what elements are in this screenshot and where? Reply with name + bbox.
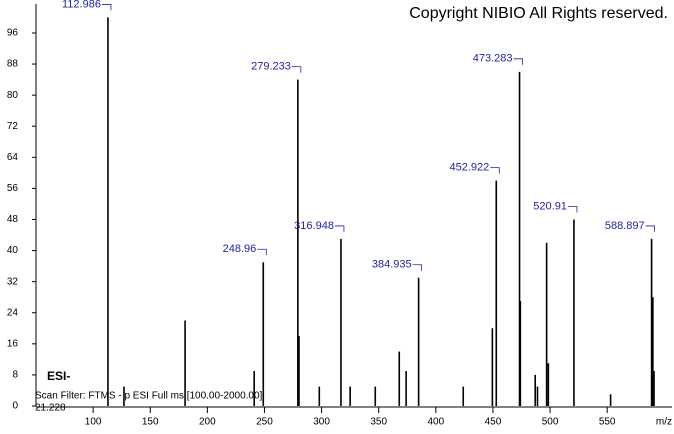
x-tick-label: 350 [370,417,387,428]
peak-label: 473.283 [473,53,513,65]
x-tick-label: 450 [485,417,502,428]
peak-label: 384.935 [372,259,412,271]
peak-label-bracket [513,58,523,65]
x-axis-label: m/z [656,417,672,428]
peak-label-bracket [257,248,267,256]
y-tick-label: 56 [7,183,19,194]
x-tick-label: 400 [427,417,444,428]
y-tick-label: 96 [7,28,19,39]
y-tick-label: 88 [7,59,19,70]
y-tick-label: 0 [12,401,18,412]
peak-label-bracket [334,225,345,232]
y-tick-label: 48 [7,214,19,225]
peak-label: 248.96 [223,243,257,255]
x-tick-label: 250 [256,417,273,428]
x-tick-label: 550 [599,417,616,428]
peak-label: 588.897 [605,220,645,232]
y-tick-label: 16 [7,338,19,349]
peak-label: 316.948 [294,220,334,232]
y-tick-label: 64 [7,152,19,163]
scan-filter: Scan Filter: FTMS - p ESI Full ms [100.0… [35,391,263,402]
peak-label-bracket [490,167,500,174]
y-tick-label: 72 [7,121,19,132]
y-tick-label: 40 [7,245,19,256]
x-tick-label: 200 [199,417,216,428]
peak-label: 112.986 [62,0,101,10]
y-tick-label: 8 [12,370,18,381]
peak-label: 520.91 [533,200,567,212]
chart-title: Copyright NIBIO All Rights reserved. [409,5,668,22]
y-tick-label: 32 [7,276,19,287]
retention-time: 21.228 [35,403,66,414]
y-tick-label: 24 [7,307,19,318]
y-tick-label: 80 [7,90,19,101]
peak-label-bracket [412,264,423,271]
peak-label-bracket [645,225,656,232]
ionization: ESI- [47,369,70,383]
peak-label: 452.922 [450,162,490,174]
peak-label: 279.233 [251,61,291,73]
x-tick-label: 500 [542,417,559,428]
x-tick-label: 100 [85,417,102,428]
peak-label-bracket [567,206,578,213]
x-tick-label: 300 [313,417,330,428]
peak-label-bracket [291,66,302,73]
x-tick-label: 150 [142,417,159,428]
peak-label-bracket [101,4,112,11]
